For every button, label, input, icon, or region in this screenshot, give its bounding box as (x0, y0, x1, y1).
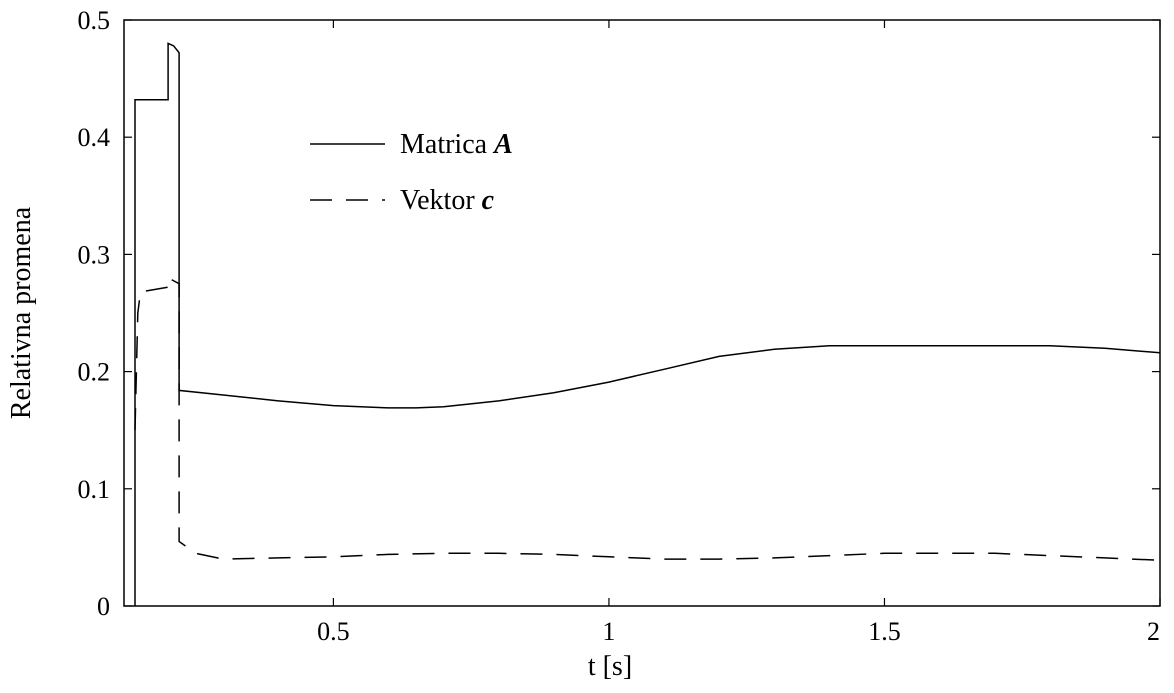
x-tick-label: 0.5 (317, 617, 350, 646)
x-tick-label: 1 (602, 617, 615, 646)
series-layer (134, 42, 1160, 606)
y-tick-label: 0.3 (78, 240, 111, 269)
legend: Matrica A Vektor c (310, 129, 513, 216)
y-tick-label: 0.1 (78, 475, 111, 504)
series-line-matrica (134, 42, 1160, 606)
x-tick-label: 2 (1147, 617, 1160, 646)
legend-label-vektor: Vektor c (400, 185, 495, 216)
y-tick-label: 0.4 (78, 123, 111, 152)
axis-ticks: 0.5 1 1.5 2 0 0.1 0.2 0.3 0.4 0.5 (78, 6, 1161, 646)
y-tick-label: 0.2 (78, 358, 111, 387)
plot-frame (123, 19, 1161, 607)
y-tick-label: 0 (97, 592, 110, 621)
legend-label-matrica: Matrica A (400, 129, 513, 160)
x-axis-label: t [s] (588, 651, 632, 682)
y-axis-label: Relativna promena (6, 206, 37, 419)
x-tick-label: 1.5 (868, 617, 901, 646)
series-line-vektor (134, 276, 1160, 562)
y-tick-label: 0.5 (78, 6, 111, 35)
